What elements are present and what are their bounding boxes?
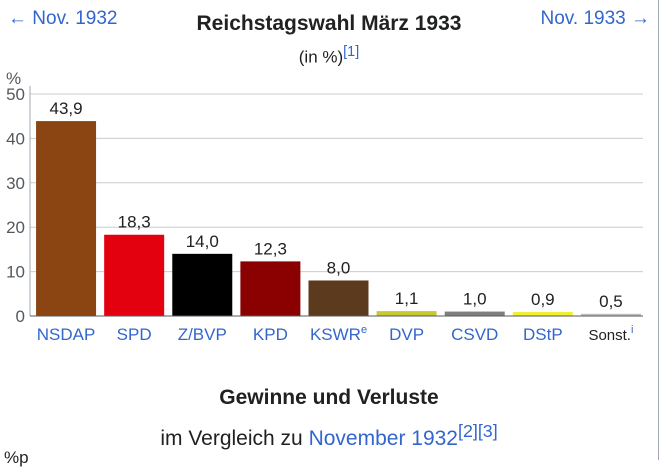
comparison-prefix: im Vergleich zu bbox=[160, 427, 309, 450]
bar-dvp bbox=[376, 311, 437, 316]
value-label-spd: 18,3 bbox=[118, 213, 151, 232]
reference-links-2-3[interactable]: [2][3] bbox=[457, 421, 498, 441]
value-label-dstp: 0,9 bbox=[531, 290, 555, 309]
y-tick-label-30: 30 bbox=[6, 174, 25, 193]
chart-subtitle: (in %)[1] bbox=[0, 44, 658, 68]
bar-dstp bbox=[512, 312, 573, 316]
value-label-z-bvp: 14,0 bbox=[186, 232, 219, 251]
bar-chart: 0 10 20 30 40 50% 43,9 NSDAP 18,3 SPD 14,0 Z/BVP 12,… bbox=[6, 69, 643, 344]
next-chart-unit-label: %p bbox=[4, 448, 29, 467]
bar-spd bbox=[104, 234, 165, 316]
category-label-nsdap[interactable]: NSDAP bbox=[37, 325, 96, 344]
category-footnote-kswr[interactable]: e bbox=[361, 324, 367, 336]
panel-border bbox=[658, 0, 659, 460]
value-label-nsdap: 43,9 bbox=[50, 99, 83, 118]
reference-link-1[interactable]: [1] bbox=[343, 44, 360, 60]
november-1932-link[interactable]: November 1932 bbox=[308, 427, 458, 450]
bar-csvd bbox=[444, 311, 505, 316]
value-label-csvd: 1,0 bbox=[463, 290, 487, 309]
value-label-sonst: 0,5 bbox=[599, 292, 623, 311]
next-election-link[interactable]: Nov. 1933 → bbox=[540, 8, 650, 29]
category-label-kswr[interactable]: KSWRe bbox=[310, 324, 367, 344]
y-tick-label-20: 20 bbox=[6, 218, 25, 237]
y-tick-label-0: 0 bbox=[16, 307, 25, 326]
gains-losses-heading: Gewinne und Verluste bbox=[219, 386, 439, 409]
category-label-csvd[interactable]: CSVD bbox=[451, 325, 498, 344]
bar-z-bvp bbox=[172, 253, 233, 316]
bar-kswr bbox=[308, 280, 369, 316]
y-axis-label: % bbox=[6, 69, 21, 88]
gains-losses-subtitle: im Vergleich zu November 1932[2][3] bbox=[0, 421, 658, 451]
category-label-spd[interactable]: SPD bbox=[117, 325, 152, 344]
bar-sonst bbox=[580, 313, 641, 316]
category-label-dvp[interactable]: DVP bbox=[389, 325, 424, 344]
value-label-dvp: 1,1 bbox=[395, 289, 419, 308]
subtitle-text: (in %) bbox=[298, 47, 344, 67]
value-label-kswr: 8,0 bbox=[327, 258, 351, 277]
bar-nsdap bbox=[36, 121, 97, 316]
category-label-kpd[interactable]: KPD bbox=[253, 325, 288, 344]
y-tick-label-50: 50 bbox=[6, 85, 25, 104]
y-tick-label-10: 10 bbox=[6, 263, 25, 282]
category-label-sonst: Sonst.i bbox=[588, 324, 633, 344]
category-label-z-bvp[interactable]: Z/BVP bbox=[178, 325, 227, 344]
category-label-dstp[interactable]: DStP bbox=[523, 325, 563, 344]
value-label-kpd: 12,3 bbox=[254, 239, 287, 258]
bar-kpd bbox=[240, 261, 301, 316]
y-tick-label-40: 40 bbox=[6, 129, 25, 148]
chart-title: Reichstagswahl März 1933 bbox=[196, 12, 462, 35]
prev-election-link[interactable]: ← Nov. 1932 bbox=[8, 8, 118, 29]
category-footnote-sonst[interactable]: i bbox=[631, 324, 633, 336]
